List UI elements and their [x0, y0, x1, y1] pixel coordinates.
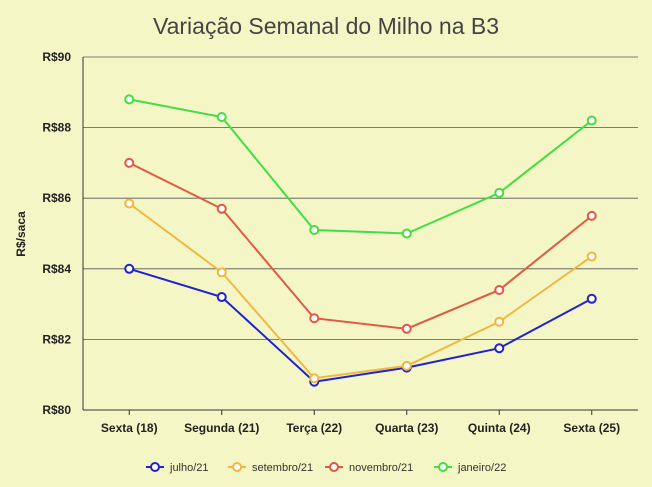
data-point[interactable]	[401, 360, 412, 371]
y-tick-label: R$86	[42, 191, 71, 205]
x-tick-label: Quinta (24)	[468, 421, 531, 435]
data-point[interactable]	[124, 157, 135, 168]
x-tick-label: Sexta (25)	[563, 421, 620, 435]
legend-item[interactable]: julho/21	[146, 462, 209, 474]
x-tick-label: Segunda (21)	[184, 421, 259, 435]
series-novembro-21	[124, 157, 597, 334]
data-point[interactable]	[586, 293, 597, 304]
data-point[interactable]	[216, 292, 227, 303]
chart-title: Variação Semanal do Milho na B3	[153, 13, 499, 39]
series-line	[128, 267, 593, 383]
legend[interactable]: julho/21 setembro/21 novembro/21 janeiro/22	[146, 462, 506, 474]
data-point[interactable]	[124, 94, 135, 105]
x-tick-label: Quarta (23)	[375, 421, 438, 435]
data-point[interactable]	[586, 251, 597, 262]
grid-lines	[82, 56, 638, 411]
series-julho-21	[124, 263, 597, 387]
y-tick-label: R$82	[42, 332, 71, 346]
data-point[interactable]	[216, 267, 227, 278]
data-point[interactable]	[216, 203, 227, 214]
legend-label: janeiro/22	[457, 462, 506, 474]
data-point[interactable]	[124, 263, 135, 274]
x-tick-label: Terça (22)	[286, 421, 342, 435]
series-line	[128, 162, 593, 330]
y-axis-ticks: R$80 R$82 R$84 R$86 R$88 R$90	[42, 50, 71, 417]
series-line	[128, 202, 593, 380]
data-point[interactable]	[124, 198, 135, 209]
legend-item[interactable]: novembro/21	[325, 462, 413, 474]
legend-label: setembro/21	[252, 462, 313, 474]
y-tick-label: R$80	[42, 403, 71, 417]
data-point[interactable]	[309, 373, 320, 384]
data-point[interactable]	[494, 316, 505, 327]
y-tick-label: R$88	[42, 121, 71, 135]
series-janeiro-22	[124, 94, 597, 239]
data-point[interactable]	[309, 313, 320, 324]
series-setembro-21	[124, 198, 597, 384]
y-axis-label: R$/saca	[14, 211, 28, 257]
x-axis-ticks: Sexta (18) Segunda (21) Terça (22) Quarta (…	[101, 410, 620, 435]
legend-swatch-marker	[232, 462, 242, 472]
legend-item[interactable]: janeiro/22	[434, 462, 506, 474]
data-point[interactable]	[586, 210, 597, 221]
data-point[interactable]	[586, 115, 597, 126]
legend-swatch-marker	[329, 462, 339, 472]
data-point[interactable]	[309, 224, 320, 235]
data-point[interactable]	[494, 187, 505, 198]
y-tick-label: R$84	[42, 262, 71, 276]
legend-swatch-marker	[438, 462, 448, 472]
legend-item[interactable]: setembro/21	[228, 462, 313, 474]
data-point[interactable]	[494, 284, 505, 295]
data-point[interactable]	[216, 112, 227, 123]
legend-label: julho/21	[169, 462, 209, 474]
y-tick-label: R$90	[42, 50, 71, 64]
series-lines	[124, 94, 597, 387]
legend-swatch-marker	[150, 462, 160, 472]
data-point[interactable]	[401, 323, 412, 334]
data-point[interactable]	[494, 343, 505, 354]
x-tick-label: Sexta (18)	[101, 421, 158, 435]
legend-label: novembro/21	[349, 462, 413, 474]
data-point[interactable]	[401, 228, 412, 239]
series-line	[129, 98, 593, 235]
